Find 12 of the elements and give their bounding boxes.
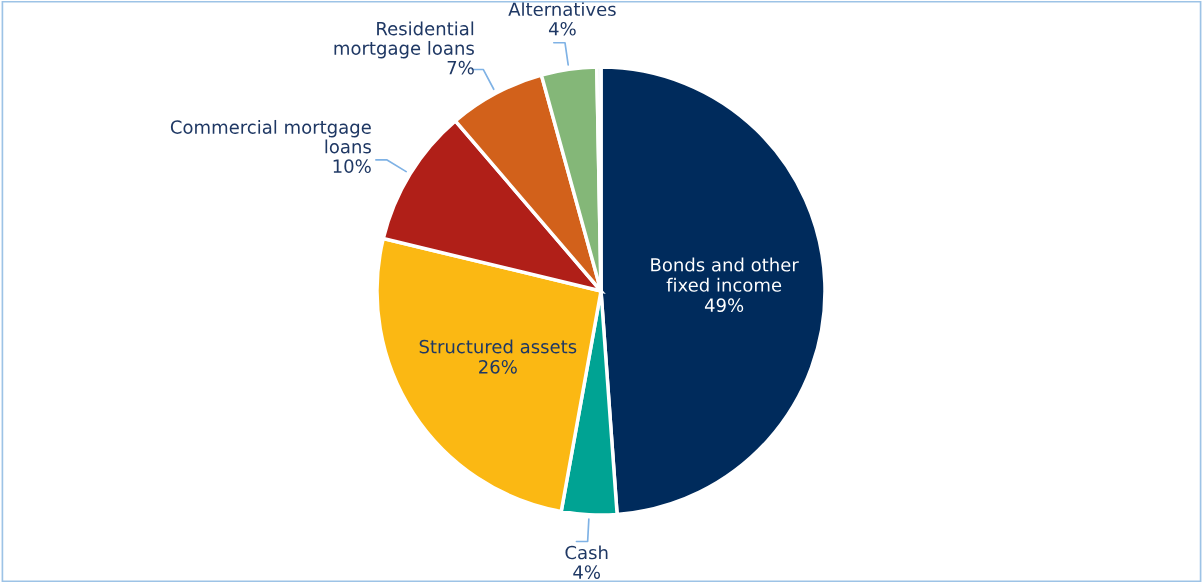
data-label: 10% (333, 159, 371, 173)
slice-label: Alternatives (508, 2, 616, 17)
slice-label: Cash (565, 545, 608, 560)
slice-label: Residential mortgage loans (334, 21, 474, 59)
data-label: 49% (704, 298, 744, 313)
slice-label: Bonds and other fixed income (651, 257, 799, 292)
data-label: 4% (573, 565, 601, 579)
data-label: 26% (479, 359, 517, 374)
slice-label: Structured assets (419, 339, 577, 354)
data-label: 7% (447, 60, 474, 75)
slice-label: Commercial mortgage loans (170, 119, 371, 154)
data-label: 4% (548, 21, 576, 36)
